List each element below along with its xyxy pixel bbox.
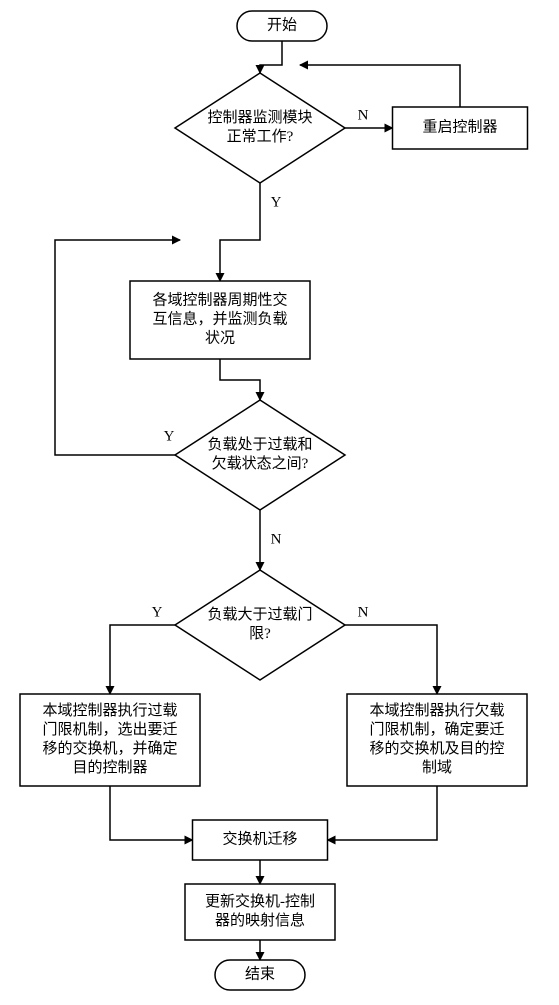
- svg-text:N: N: [358, 604, 369, 620]
- svg-text:器的映射信息: 器的映射信息: [215, 912, 305, 929]
- node-d3: 负载大于过载门限?: [175, 570, 345, 680]
- svg-text:重启控制器: 重启控制器: [422, 118, 497, 135]
- svg-text:各域控制器周期性交: 各域控制器周期性交: [152, 290, 287, 308]
- svg-text:负载大于过载门: 负载大于过载门: [207, 606, 312, 623]
- svg-text:制域: 制域: [422, 759, 452, 776]
- node-proc_under: 本域控制器执行欠载门限机制，确定要迁移的交换机及目的控制域: [347, 694, 527, 786]
- svg-text:互信息，并监测负载: 互信息，并监测负载: [152, 310, 287, 327]
- svg-text:负载处于过载和: 负载处于过载和: [207, 436, 312, 453]
- node-d2: 负载处于过载和欠载状态之间?: [175, 400, 345, 510]
- node-proc1: 各域控制器周期性交互信息，并监测负载状况: [130, 281, 310, 359]
- svg-text:交换机迁移: 交换机迁移: [222, 829, 297, 847]
- node-start: 开始: [237, 11, 327, 41]
- node-end: 结束: [215, 960, 305, 990]
- flowchart: 开始控制器监测模块正常工作? 重启控制器各域控制器周期性交互信息，并监测负载状况负…: [0, 0, 559, 1000]
- svg-text:开始: 开始: [267, 16, 297, 33]
- svg-text:移的交换机及目的控: 移的交换机及目的控: [369, 739, 504, 757]
- svg-text:限?: 限?: [249, 625, 271, 642]
- svg-text:正常工作?: 正常工作?: [227, 128, 294, 145]
- node-restart: 重启控制器: [393, 107, 528, 149]
- node-update: 更新交换机-控制器的映射信息: [185, 884, 335, 940]
- svg-text:门限机制，选出要迁: 门限机制，选出要迁: [42, 721, 177, 738]
- node-d1: 控制器监测模块正常工作?: [175, 73, 345, 183]
- node-migrate: 交换机迁移: [193, 820, 328, 860]
- svg-text:控制器监测模块: 控制器监测模块: [207, 109, 312, 126]
- svg-text:结束: 结束: [245, 965, 275, 982]
- node-proc_over: 本域控制器执行过载门限机制，选出要迁移的交换机，并确定目的控制器: [20, 694, 200, 786]
- svg-text:欠载状态之间?: 欠载状态之间?: [212, 455, 309, 472]
- svg-text:本域控制器执行过载: 本域控制器执行过载: [42, 702, 177, 719]
- svg-text:Y: Y: [152, 604, 163, 620]
- svg-text:门限机制，确定要迁: 门限机制，确定要迁: [369, 721, 504, 738]
- svg-text:状况: 状况: [205, 329, 235, 346]
- svg-text:目的控制器: 目的控制器: [72, 759, 147, 776]
- svg-text:N: N: [358, 107, 369, 123]
- svg-text:N: N: [271, 531, 282, 547]
- svg-text:更新交换机-控制: 更新交换机-控制: [205, 892, 315, 910]
- svg-text:Y: Y: [271, 194, 282, 210]
- svg-text:移的交换机，并确定: 移的交换机，并确定: [42, 739, 177, 757]
- svg-text:本域控制器执行欠载: 本域控制器执行欠载: [369, 702, 504, 719]
- svg-text:Y: Y: [164, 428, 175, 444]
